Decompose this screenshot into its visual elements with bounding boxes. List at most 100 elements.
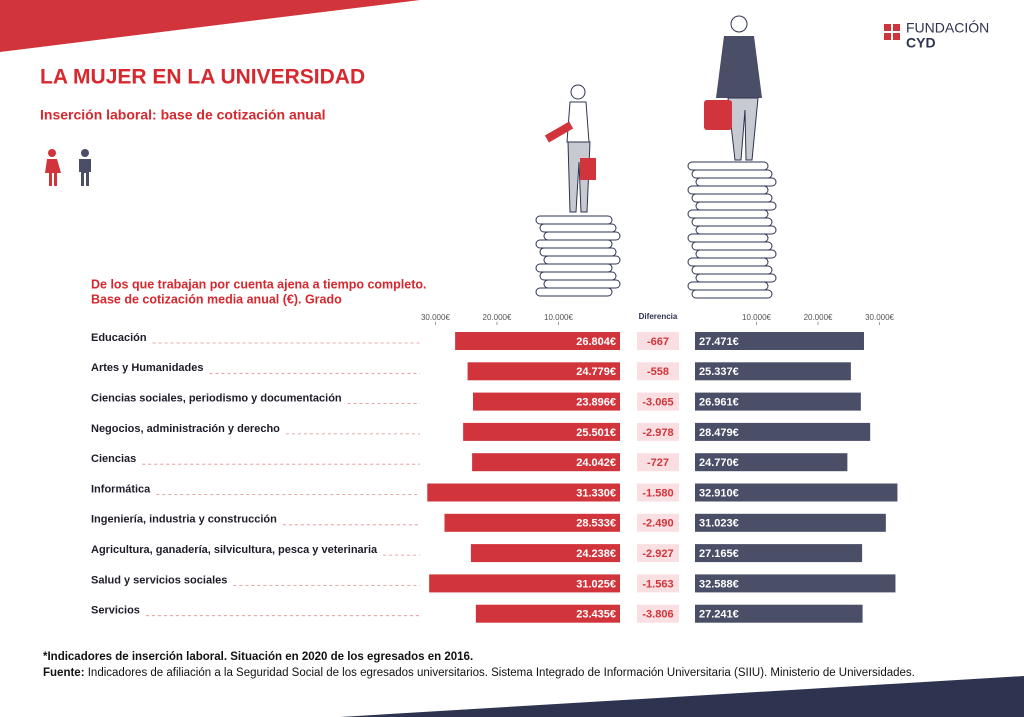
bar [695, 513, 886, 532]
figure-legs [727, 97, 759, 161]
man-icon [79, 159, 91, 186]
illustration [535, 161, 777, 299]
coin [691, 217, 773, 227]
logo-square [884, 33, 891, 40]
bar [470, 544, 620, 563]
logo: FUNDACIÓN CYD [884, 20, 989, 51]
value-label: 24.042€ [576, 457, 616, 469]
category-label: Agricultura, ganadería, silvicultura, pe… [91, 544, 378, 556]
value-label: 25.501€ [576, 427, 616, 439]
x-tick-label: 30.000€ [865, 313, 894, 322]
coin [539, 271, 617, 281]
value-label: 25.337€ [699, 366, 739, 378]
category-label: Educación [91, 332, 147, 344]
bar [695, 604, 863, 623]
coin [695, 201, 777, 211]
coin [691, 169, 773, 179]
logo-square [893, 33, 900, 40]
coin [687, 209, 769, 219]
source-label: Fuente: [43, 667, 85, 679]
bar [463, 422, 620, 441]
coin [543, 255, 621, 265]
difference-box [637, 544, 679, 563]
value-label: 24.238€ [576, 548, 616, 560]
value-label: 31.023€ [699, 518, 739, 530]
bar [427, 483, 620, 502]
value-label: 27.165€ [699, 548, 739, 560]
value-label: 24.770€ [699, 457, 739, 469]
coin [691, 241, 773, 251]
category-label: Ingeniería, industria y construcción [91, 514, 277, 526]
figure-head [730, 15, 748, 33]
value-label: 27.471€ [699, 336, 739, 348]
gender-icons [45, 149, 91, 186]
value-label: 32.910€ [699, 487, 739, 499]
difference-label: -2.490 [642, 518, 673, 530]
x-tick-label: 10.000€ [544, 313, 573, 322]
difference-box [637, 513, 679, 532]
coin [543, 279, 621, 289]
coin [535, 239, 613, 249]
coin [687, 257, 769, 267]
value-label: 26.961€ [699, 397, 739, 409]
difference-label: -2.927 [642, 548, 673, 560]
category-label: Salud y servicios sociales [91, 574, 227, 586]
bar [695, 453, 848, 472]
coin [691, 193, 773, 203]
category-label: Negocios, administración y derecho [91, 423, 280, 435]
coin [535, 287, 613, 297]
coin [687, 233, 769, 243]
coin [535, 263, 613, 273]
source: Fuente: Indicadores de afiliación a la S… [43, 667, 915, 679]
coin [687, 185, 769, 195]
coin [539, 247, 617, 257]
x-tick-label: 10.000€ [742, 313, 771, 322]
bar [695, 483, 898, 502]
difference-box [637, 362, 679, 381]
difference-label: -667 [647, 336, 669, 348]
man-icon [81, 149, 89, 157]
coin [687, 281, 769, 291]
bar [444, 513, 620, 532]
source-text: Indicadores de afiliación a la Seguridad… [88, 667, 915, 679]
category-label: Servicios [91, 605, 140, 617]
bar [695, 422, 871, 441]
coin [687, 161, 769, 171]
bar [455, 332, 620, 350]
coin [695, 177, 777, 187]
x-tick-label: 20.000€ [804, 313, 833, 322]
value-label: 32.588€ [699, 578, 739, 590]
bar [695, 362, 851, 381]
difference-label: -1.580 [642, 487, 673, 499]
bar [472, 453, 620, 472]
x-tick-label: 30.000€ [421, 313, 450, 322]
difference-header: Diferencia [639, 312, 678, 321]
figure-body [566, 101, 590, 143]
subtitle: Inserción laboral: base de cotización an… [40, 107, 326, 123]
difference-label: -2.978 [642, 427, 673, 439]
bar [429, 574, 620, 593]
coin [691, 265, 773, 275]
difference-box [637, 422, 679, 441]
value-label: 31.330€ [576, 487, 616, 499]
logo-square [884, 24, 891, 31]
difference-label: -558 [647, 366, 669, 378]
value-label: 24.779€ [576, 366, 616, 378]
coin [695, 273, 777, 283]
category-label: Artes y Humanidades [91, 362, 203, 374]
value-label: 28.533€ [576, 518, 616, 530]
title: LA MUJER EN LA UNIVERSIDAD [40, 66, 365, 89]
corner-decoration [0, 0, 420, 52]
coin [535, 215, 613, 225]
coin [539, 223, 617, 233]
value-label: 27.241€ [699, 609, 739, 621]
value-label: 28.479€ [699, 427, 739, 439]
difference-box [637, 604, 679, 623]
man-figure [704, 15, 762, 161]
footnote: *Indicadores de inserción laboral. Situa… [43, 651, 473, 663]
value-label: 23.896€ [576, 397, 616, 409]
figure-diploma [544, 121, 574, 143]
chart: De los que trabajan por cuenta ajena a t… [91, 277, 898, 623]
